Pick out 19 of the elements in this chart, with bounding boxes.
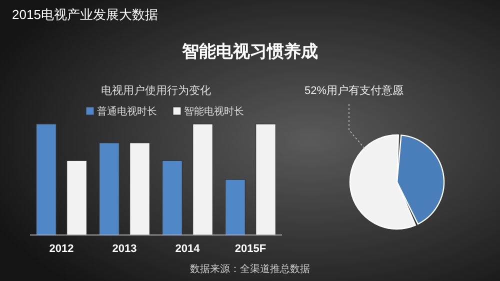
bar <box>99 142 120 236</box>
bar <box>36 124 56 236</box>
bar <box>225 179 246 236</box>
chart-title: 电视用户使用行为变化 <box>101 84 211 97</box>
text: 智能电视习惯养成 <box>181 42 318 61</box>
text: 2015电视产业发展大数据 <box>12 7 158 22</box>
legend-label: 智能电视时长 <box>184 106 244 118</box>
bar <box>192 124 213 236</box>
bar <box>162 160 182 236</box>
x-tick-label: 2013 <box>112 242 137 255</box>
x-tick-label: 2012 <box>49 242 74 255</box>
x-tick-label: 2015F <box>234 242 266 255</box>
source-note: 数据来源：全渠道推总数据 <box>190 263 310 275</box>
legend-label: 普通电视时长 <box>97 106 157 118</box>
bar <box>130 142 150 236</box>
x-tick-label: 2014 <box>175 242 201 255</box>
chart-title: 52%用户有支付意愿 <box>304 84 404 97</box>
bar <box>66 160 87 236</box>
bar <box>256 124 276 236</box>
